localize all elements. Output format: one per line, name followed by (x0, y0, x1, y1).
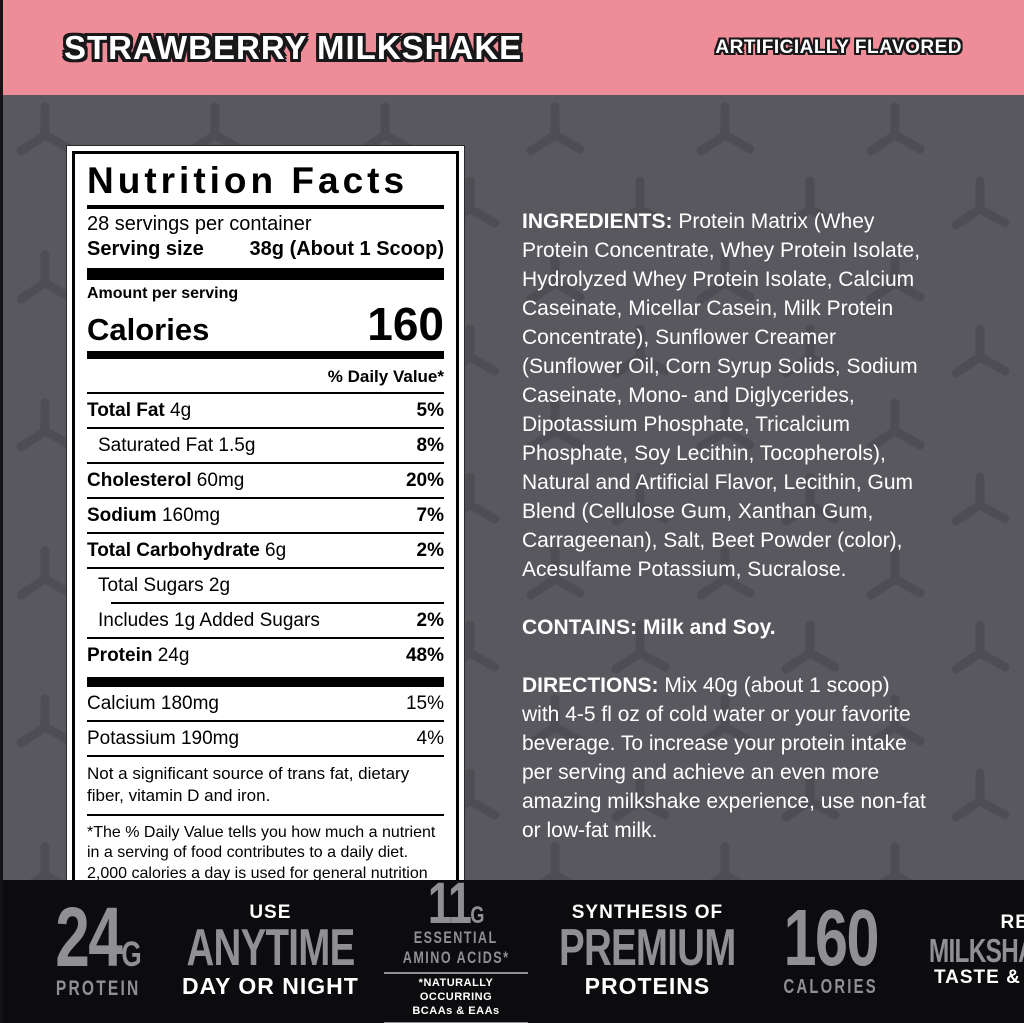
daily-value-footnote: *The % Daily Value tells you how much a … (87, 813, 444, 880)
real-label: REAL (1000, 912, 1024, 934)
rule (87, 205, 444, 209)
artificially-flavored-tag: ARTIFICIALLY FLAVORED (715, 36, 962, 58)
taste-texture-label: TASTE & TEXTURE (933, 967, 1024, 989)
use-label: USE (249, 902, 292, 924)
serving-size-row: Serving size 38g (About 1 Scoop) (87, 238, 444, 261)
calories-badge-value: 160 (783, 893, 879, 982)
badge-milkshake-taste: REAL MILKSHAKE-LIKE TASTE & TEXTURE (894, 912, 1024, 990)
directions-text: Mix 40g (about 1 scoop) with 4-5 fl oz o… (522, 674, 926, 842)
mineral-row-potassium: Potassium 190mg 4% (87, 719, 444, 755)
nutrient-row-sodium: Sodium 160mg 7% (87, 496, 444, 532)
contains-label: CONTAINS: (522, 616, 638, 639)
day-or-night-label: DAY OR NIGHT (181, 973, 359, 1000)
protein-label: PROTEIN (56, 977, 141, 1001)
medium-bar (87, 350, 444, 359)
nutrient-row-total-fat: Total Fat 4g 5% (87, 391, 444, 427)
nutrient-dv: 8% (416, 434, 444, 456)
ingredients-label: INGREDIENTS: (522, 210, 673, 233)
proteins-label: PROTEINS (584, 973, 711, 1000)
nutrient-dv: 7% (416, 504, 444, 526)
nutrition-facts-panel: Nutrition Facts 28 servings per containe… (66, 145, 465, 880)
nutrient-name: Total Carbohydrate 6g (87, 539, 287, 561)
nutrient-row-cholesterol: Cholesterol 60mg 20% (87, 461, 444, 497)
bcaas-eaas-label: BCAAs & EAAs (412, 1004, 500, 1017)
badge-use-anytime: USE ANYTIME DAY OR NIGHT (157, 902, 384, 1000)
amino-footnote: *NATURALLY OCCURRING BCAAs & EAAs (383, 972, 529, 1023)
ingredients-paragraph: INGREDIENTS: Protein Matrix (Whey Protei… (522, 207, 970, 584)
nutrient-row-added-sugars: Includes 1g Added Sugars 2% (87, 604, 444, 637)
essential-label: ESSENTIAL (414, 927, 498, 947)
contains-text: Milk and Soy. (637, 616, 776, 639)
nutrient-dv: 20% (405, 469, 444, 491)
serving-size-value: 38g (About 1 Scoop) (249, 238, 444, 260)
badge-11g-amino-acids: 11G ESSENTIAL AMINO ACIDS* *NATURALLY OC… (383, 870, 529, 1023)
nutrient-name: Saturated Fat 1.5g (98, 434, 256, 456)
nutrient-row-total-carbohydrate: Total Carbohydrate 6g 2% (87, 531, 444, 567)
mineral-row-calcium: Calcium 180mg 15% (87, 687, 444, 720)
badge-premium-proteins: SYNTHESIS OF PREMIUM PROTEINS (528, 902, 767, 1000)
product-flavor-title: STRAWBERRY MILKSHAKE (64, 28, 523, 66)
calories-row: Calories 160 (87, 298, 444, 350)
nutrition-facts-inner: Nutrition Facts 28 servings per containe… (72, 151, 459, 880)
nutrient-dv: 48% (405, 644, 444, 666)
nutrition-facts-title: Nutrition Facts (87, 160, 409, 201)
mineral-dv: 15% (405, 692, 444, 714)
badge-160-calories: 160 CALORIES (767, 893, 894, 999)
premium-label: PREMIUM (559, 919, 736, 978)
amino-grams-value: 11G (427, 870, 485, 936)
badge-24g-protein: 24G PROTEIN (40, 889, 157, 1001)
ingredients-text: Protein Matrix (Whey Protein Concentrate… (522, 210, 921, 581)
nutrient-name: Total Fat 4g (87, 399, 192, 421)
indented-rule (111, 601, 444, 604)
milkshake-like-label: MILKSHAKE-LIKE (929, 932, 1024, 970)
directions-paragraph: DIRECTIONS: Mix 40g (about 1 scoop) with… (522, 671, 970, 845)
mineral-name: Calcium 180mg (87, 692, 219, 714)
occurring-label: OCCURRING (419, 990, 493, 1003)
label-left-edge (0, 0, 3, 1023)
info-column: INGREDIENTS: Protein Matrix (Whey Protei… (522, 207, 970, 845)
nutrient-name: Cholesterol 60mg (87, 469, 245, 491)
thick-bar (87, 268, 444, 280)
naturally-label: *NATURALLY (418, 977, 494, 990)
nutrient-dv: 2% (416, 609, 444, 631)
nutrient-row-saturated-fat: Saturated Fat 1.5g 8% (87, 426, 444, 462)
mineral-name: Potassium 190mg (87, 727, 240, 749)
directions-label: DIRECTIONS: (522, 674, 659, 697)
contains-paragraph: CONTAINS: Milk and Soy. (522, 613, 970, 642)
amino-acids-label: AMINO ACIDS* (402, 947, 510, 967)
thick-bar (87, 676, 444, 687)
amount-per-serving-label: Amount per serving (87, 285, 239, 302)
feature-badges-bar: 24G PROTEIN USE ANYTIME DAY OR NIGHT 11G… (0, 870, 1024, 1023)
protein-grams-value: 24G (55, 889, 142, 984)
nutrient-name: Includes 1g Added Sugars (98, 609, 320, 631)
anytime-label: ANYTIME (186, 919, 355, 978)
nutrient-name: Protein 24g (87, 644, 190, 666)
not-significant-note: Not a significant source of trans fat, d… (87, 754, 444, 814)
flavor-banner: STRAWBERRY MILKSHAKE ARTIFICIALLY FLAVOR… (0, 0, 1024, 95)
nutrient-dv: 5% (416, 399, 444, 421)
servings-per-container: 28 servings per container (87, 213, 312, 235)
mineral-dv: 4% (416, 727, 444, 749)
calories-badge-label: CALORIES (783, 976, 878, 998)
nutrient-name: Sodium 160mg (87, 504, 221, 526)
nutrient-dv: 2% (416, 539, 444, 561)
calories-label: Calories (87, 311, 210, 347)
nutrient-row-protein: Protein 24g 48% (87, 636, 444, 672)
daily-value-header: % Daily Value* (327, 366, 444, 386)
serving-size-label: Serving size (87, 238, 204, 260)
synthesis-of-label: SYNTHESIS OF (571, 902, 724, 924)
nutrient-row-total-sugars: Total Sugars 2g (87, 566, 444, 602)
nutrient-name: Total Sugars 2g (98, 574, 231, 596)
calories-value: 160 (367, 298, 444, 350)
label-body: Nutrition Facts 28 servings per containe… (0, 95, 1024, 880)
